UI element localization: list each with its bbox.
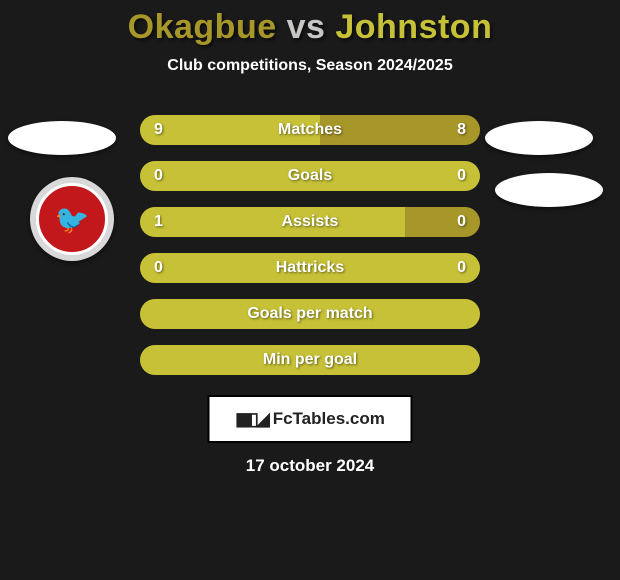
stat-right-value: 0 <box>457 213 466 231</box>
stat-right-value: 0 <box>457 167 466 185</box>
stat-row-goals-per-match: Goals per match <box>140 299 480 329</box>
player2-team-oval-2 <box>495 173 603 207</box>
crest-icon: 🐦 <box>55 203 90 236</box>
player2-team-oval <box>485 121 593 155</box>
stat-row-hattricks: 0Hattricks0 <box>140 253 480 283</box>
stat-label: Assists <box>140 213 480 231</box>
stat-bars: 9Matches80Goals01Assists00Hattricks0Goal… <box>140 115 480 391</box>
stat-label: Hattricks <box>140 259 480 277</box>
player1-team-oval <box>8 121 116 155</box>
stat-row-assists: 1Assists0 <box>140 207 480 237</box>
chart-icon: ▮▮▯◢ <box>235 409 267 430</box>
player1-name: Okagbue <box>128 8 277 46</box>
stat-label: Min per goal <box>140 351 480 369</box>
vs-word: vs <box>287 8 326 46</box>
player1-crest: 🐦 <box>30 177 114 261</box>
stat-label: Goals per match <box>140 305 480 323</box>
source-badge[interactable]: ▮▮▯◢ FcTables.com <box>208 395 413 443</box>
subtitle: Club competitions, Season 2024/2025 <box>0 57 620 75</box>
stat-row-min-per-goal: Min per goal <box>140 345 480 375</box>
page-title: Okagbue vs Johnston <box>0 0 620 47</box>
player2-name: Johnston <box>335 8 492 46</box>
stat-row-goals: 0Goals0 <box>140 161 480 191</box>
stat-row-matches: 9Matches8 <box>140 115 480 145</box>
stat-right-value: 8 <box>457 121 466 139</box>
stat-label: Matches <box>140 121 480 139</box>
crest-emblem: 🐦 <box>36 183 108 255</box>
stat-label: Goals <box>140 167 480 185</box>
footer-date: 17 october 2024 <box>0 456 620 476</box>
source-name: FcTables.com <box>273 409 385 429</box>
stat-right-value: 0 <box>457 259 466 277</box>
